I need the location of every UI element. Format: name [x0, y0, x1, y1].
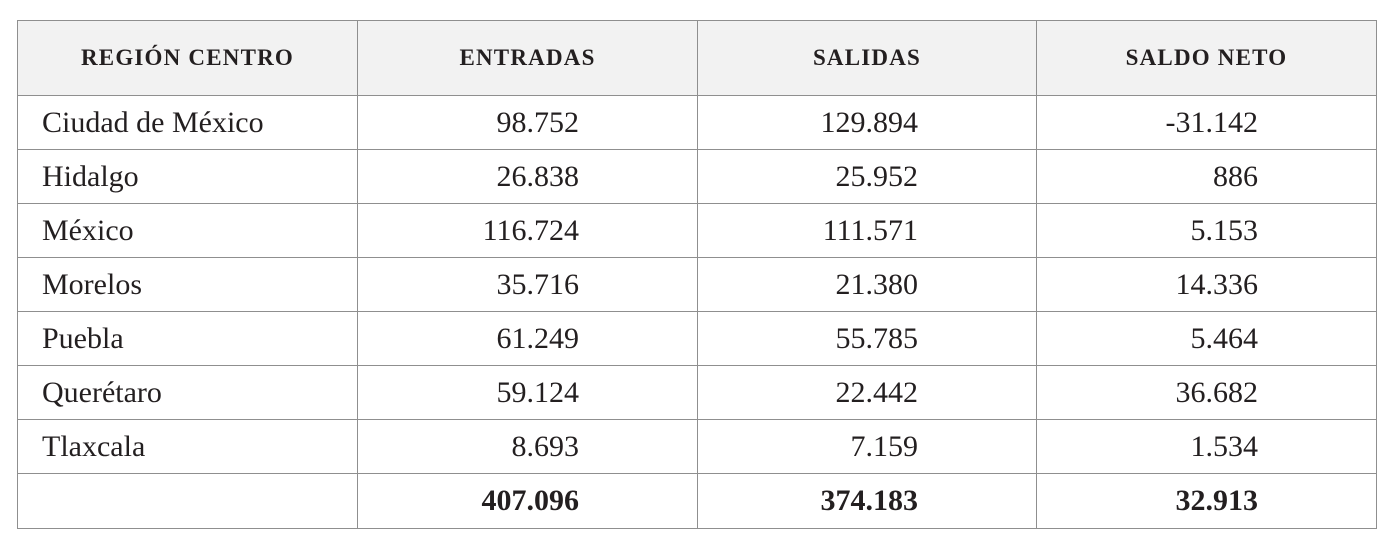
cell-region: Ciudad de México [17, 95, 358, 150]
header-saldo-neto: SALDO NETO [1036, 20, 1377, 96]
cell-region: Tlaxcala [17, 419, 358, 474]
table-row: Querétaro 59.124 22.442 36.682 [17, 365, 1377, 420]
cell-entradas: 98.752 [357, 95, 698, 150]
header-row: REGIÓN CENTRO ENTRADAS SALIDAS SALDO NET… [17, 20, 1377, 96]
cell-salidas: 129.894 [697, 95, 1037, 150]
cell-entradas: 61.249 [357, 311, 698, 366]
cell-saldo: 5.153 [1036, 203, 1377, 258]
total-row: 407.096 374.183 32.913 [17, 473, 1377, 529]
cell-entradas: 26.838 [357, 149, 698, 204]
cell-entradas: 59.124 [357, 365, 698, 420]
header-region: REGIÓN CENTRO [17, 20, 358, 96]
cell-region: Morelos [17, 257, 358, 312]
cell-saldo: 5.464 [1036, 311, 1377, 366]
cell-salidas: 55.785 [697, 311, 1037, 366]
total-saldo: 32.913 [1036, 473, 1377, 529]
table-row: Ciudad de México 98.752 129.894 -31.142 [17, 95, 1377, 150]
cell-saldo: 1.534 [1036, 419, 1377, 474]
cell-entradas: 116.724 [357, 203, 698, 258]
cell-salidas: 22.442 [697, 365, 1037, 420]
cell-saldo: -31.142 [1036, 95, 1377, 150]
region-centro-table: REGIÓN CENTRO ENTRADAS SALIDAS SALDO NET… [17, 20, 1377, 529]
header-entradas: ENTRADAS [357, 20, 698, 96]
cell-region: Querétaro [17, 365, 358, 420]
table-row: Morelos 35.716 21.380 14.336 [17, 257, 1377, 312]
table-row: Puebla 61.249 55.785 5.464 [17, 311, 1377, 366]
table-body: Ciudad de México 98.752 129.894 -31.142 … [17, 95, 1377, 529]
table-row: Hidalgo 26.838 25.952 886 [17, 149, 1377, 204]
table-row: Tlaxcala 8.693 7.159 1.534 [17, 419, 1377, 474]
cell-region: Hidalgo [17, 149, 358, 204]
cell-salidas: 111.571 [697, 203, 1037, 258]
cell-salidas: 25.952 [697, 149, 1037, 204]
cell-saldo: 36.682 [1036, 365, 1377, 420]
migration-table-container: REGIÓN CENTRO ENTRADAS SALIDAS SALDO NET… [17, 20, 1377, 529]
cell-entradas: 8.693 [357, 419, 698, 474]
header-salidas: SALIDAS [697, 20, 1037, 96]
table-row: México 116.724 111.571 5.153 [17, 203, 1377, 258]
cell-region: México [17, 203, 358, 258]
total-entradas: 407.096 [357, 473, 698, 529]
cell-saldo: 886 [1036, 149, 1377, 204]
cell-salidas: 21.380 [697, 257, 1037, 312]
cell-salidas: 7.159 [697, 419, 1037, 474]
total-label [17, 473, 358, 529]
table-header: REGIÓN CENTRO ENTRADAS SALIDAS SALDO NET… [17, 20, 1377, 96]
cell-region: Puebla [17, 311, 358, 366]
cell-entradas: 35.716 [357, 257, 698, 312]
total-salidas: 374.183 [697, 473, 1037, 529]
cell-saldo: 14.336 [1036, 257, 1377, 312]
